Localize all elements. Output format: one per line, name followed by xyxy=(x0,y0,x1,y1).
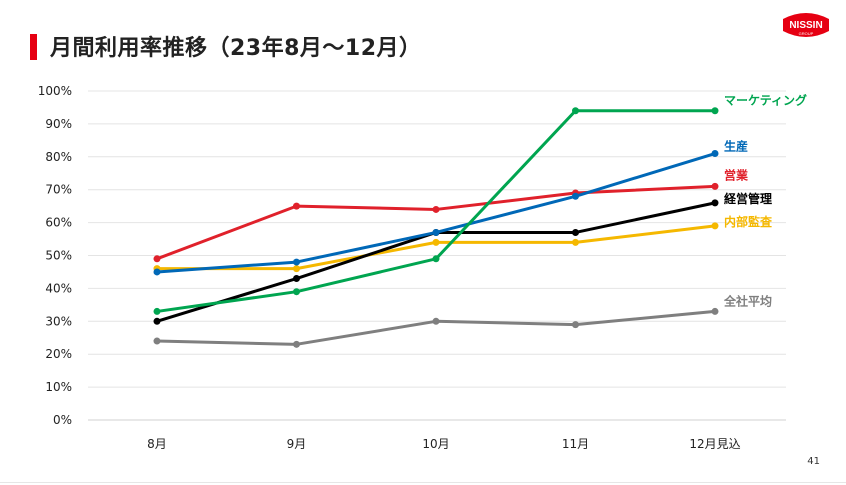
series-4-point-1 xyxy=(293,258,300,266)
series-5-point-0 xyxy=(153,307,161,315)
y-tick-label-40: 40% xyxy=(45,281,72,295)
series-4-point-3 xyxy=(572,192,579,200)
footer-divider xyxy=(0,482,846,483)
logo-text: NISSIN xyxy=(789,20,822,31)
series-label-0: 全社平均 xyxy=(723,293,772,308)
series-2-point-0 xyxy=(153,317,161,325)
y-tick-label-100: 100% xyxy=(38,84,72,98)
x-tick-label-0: 8月 xyxy=(147,437,167,451)
series-3-point-1 xyxy=(293,202,300,210)
series-label-3: 営業 xyxy=(724,167,749,182)
y-tick-label-60: 60% xyxy=(45,216,72,230)
series-0-point-1 xyxy=(293,340,300,348)
series-5-point-2 xyxy=(432,255,440,263)
series-label-1: 内部監査 xyxy=(724,214,773,229)
series-0-point-4 xyxy=(711,307,719,315)
y-tick-label-90: 90% xyxy=(45,117,72,131)
x-tick-label-2: 10月 xyxy=(422,437,449,451)
series-1-point-2 xyxy=(432,238,440,246)
series-3-point-2 xyxy=(432,205,440,213)
page-number: 41 xyxy=(807,456,820,467)
x-tick-label-1: 9月 xyxy=(287,437,307,451)
y-tick-label-0: 0% xyxy=(53,413,72,427)
y-tick-label-70: 70% xyxy=(45,183,72,197)
y-tick-label-30: 30% xyxy=(45,314,72,328)
series-line-0 xyxy=(155,309,717,346)
series-2-point-3 xyxy=(572,228,579,236)
nissin-logo-icon: NISSIN GROUP xyxy=(783,13,829,37)
series-label-2: 経営管理 xyxy=(724,191,772,206)
page-title: 月間利用率推移（23年8月～12月） xyxy=(50,36,422,61)
series-1-point-4 xyxy=(711,222,719,230)
y-tick-label-20: 20% xyxy=(45,347,72,361)
series-3-point-0 xyxy=(153,255,161,263)
series-3-point-4 xyxy=(711,182,719,190)
y-tick-label-10: 10% xyxy=(45,380,72,394)
series-0-point-2 xyxy=(432,317,440,325)
series-4-point-4 xyxy=(711,150,719,158)
series-0-point-3 xyxy=(572,321,579,329)
series-5-point-1 xyxy=(293,288,300,296)
series-label-5: マーケティング xyxy=(724,93,807,108)
logo-subtext: GROUP xyxy=(799,31,814,36)
series-0-point-0 xyxy=(153,337,161,345)
y-tick-label-80: 80% xyxy=(45,150,72,164)
series-label-4: 生産 xyxy=(724,139,748,154)
series-2-point-1 xyxy=(293,275,300,283)
series-1-point-1 xyxy=(293,265,300,273)
y-tick-label-50: 50% xyxy=(45,249,72,263)
series-2-point-4 xyxy=(711,199,719,207)
series-4-point-0 xyxy=(153,268,161,276)
x-tick-label-3: 11月 xyxy=(562,437,589,451)
series-5-point-3 xyxy=(572,107,579,115)
series-4-point-2 xyxy=(432,228,440,236)
title-accent-bar xyxy=(30,34,37,60)
x-tick-label-4: 12月見込 xyxy=(689,437,740,451)
series-5-point-4 xyxy=(711,107,719,115)
series-1-point-3 xyxy=(572,238,579,246)
